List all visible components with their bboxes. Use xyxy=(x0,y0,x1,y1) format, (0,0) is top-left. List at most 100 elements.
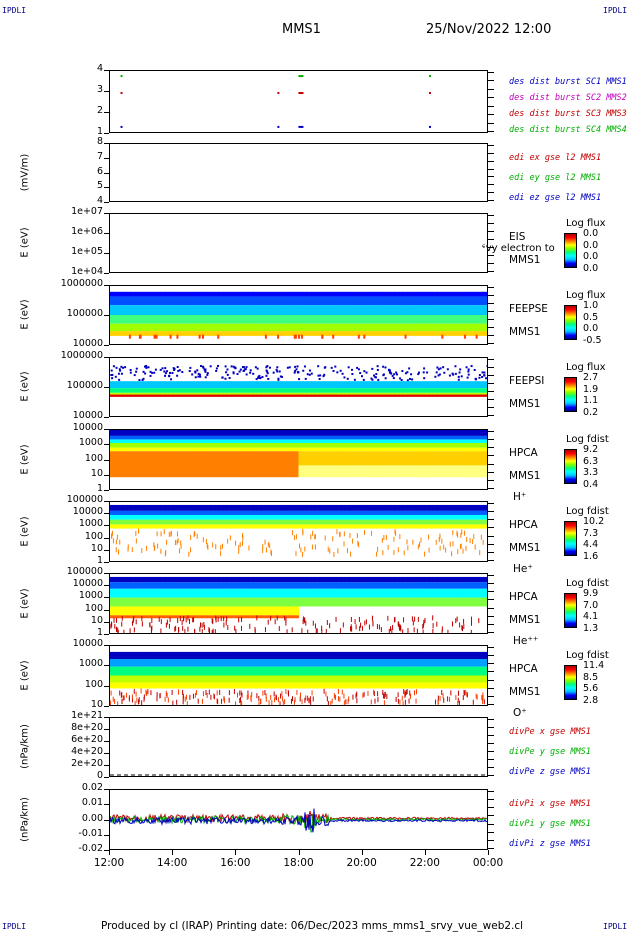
heatmap-cell xyxy=(114,588,119,598)
heatmap-cell xyxy=(264,315,270,324)
heatmap-cell xyxy=(344,576,350,583)
heatmap-cell xyxy=(117,627,119,633)
heatmap-cell xyxy=(168,682,174,689)
heatmap-cell xyxy=(478,666,484,676)
heatmap-cell xyxy=(415,682,421,689)
heatmap-cell xyxy=(143,651,149,659)
heatmap-cell xyxy=(214,435,220,440)
heatmap-cell xyxy=(419,465,425,478)
heatmap-cell xyxy=(156,510,161,515)
heatmap-cell xyxy=(227,524,233,529)
heatmap-cell xyxy=(403,296,409,306)
heatmap-cell xyxy=(160,576,166,583)
heatmap-cell xyxy=(143,305,149,315)
heatmap-cell xyxy=(344,597,350,607)
heatmap-cell xyxy=(114,381,119,389)
heatmap-cell xyxy=(214,629,216,633)
heatmap-cell xyxy=(252,435,258,440)
heatmap-cell xyxy=(281,651,287,659)
heatmap-cell xyxy=(193,323,199,332)
legend-entry: divPi z gse MMS1 xyxy=(509,839,591,849)
heatmap-cell xyxy=(202,435,207,440)
heatmap-cell xyxy=(160,597,166,607)
colorbar-value: 7.0 xyxy=(583,599,599,611)
heatmap-cell xyxy=(248,651,254,659)
heatmap-cell xyxy=(300,334,303,339)
heatmap-cell xyxy=(147,504,153,511)
heatmap-cell xyxy=(118,315,124,324)
heatmap-cell xyxy=(281,504,287,511)
heatmap-cell xyxy=(357,331,362,336)
heatmap-cell xyxy=(126,442,132,448)
heatmap-cell xyxy=(210,504,216,511)
heatmap-cell xyxy=(185,582,191,589)
heatmap-cell xyxy=(348,576,354,583)
heatmap-cell xyxy=(461,675,467,683)
heatmap-cell xyxy=(197,435,203,440)
heatmap-cell xyxy=(185,451,191,478)
heatmap-cell xyxy=(424,514,429,520)
heatmap-cell xyxy=(156,291,161,297)
heatmap-cell xyxy=(172,519,178,525)
heatmap-cell xyxy=(332,388,337,393)
heatmap-cell xyxy=(302,588,308,598)
heatmap-cell xyxy=(344,510,350,515)
heatmap-cell xyxy=(248,392,254,395)
heatmap-cell xyxy=(227,510,233,515)
heatmap-cell xyxy=(189,392,195,395)
y-tick-mark xyxy=(104,819,109,821)
heatmap-cell xyxy=(164,439,170,443)
heatmap-cell xyxy=(264,392,270,395)
heatmap-cell xyxy=(323,682,329,689)
heatmap-cell xyxy=(244,582,249,589)
heatmap-cell xyxy=(285,588,291,598)
heatmap-cell xyxy=(424,439,429,443)
heatmap-cell xyxy=(281,597,287,607)
heatmap-cell xyxy=(218,451,224,478)
heatmap-cell xyxy=(214,305,220,315)
heatmap-cell xyxy=(123,629,125,633)
footer-text: Produced by cl (IRAP) Printing date: 06/… xyxy=(101,920,524,932)
right-tick-mark xyxy=(488,647,494,648)
heatmap-cell xyxy=(227,658,233,667)
heatmap-cell xyxy=(440,323,446,332)
heatmap-cell xyxy=(403,392,409,395)
heatmap-cell xyxy=(256,296,262,306)
heatmap-cell xyxy=(223,331,228,336)
heatmap-cell xyxy=(210,430,216,436)
heatmap-cell xyxy=(449,588,455,598)
heatmap-cell xyxy=(482,510,487,515)
heatmap-cell xyxy=(235,701,237,705)
heatmap-cell xyxy=(365,296,371,306)
heatmap-cell xyxy=(352,675,358,683)
heatmap-cell xyxy=(394,439,400,443)
heatmap-cell xyxy=(373,597,379,607)
heatmap-cell xyxy=(399,699,401,705)
heatmap-cell xyxy=(332,442,337,448)
heatmap-cell xyxy=(194,530,196,536)
heatmap-cell xyxy=(277,388,283,393)
y-tick-mark xyxy=(104,172,109,174)
right-tick-mark xyxy=(488,623,494,625)
heatmap-cell xyxy=(218,447,224,452)
heatmap-cell xyxy=(302,666,308,676)
heatmap-cell xyxy=(239,682,245,689)
heatmap-cell xyxy=(122,388,128,393)
heatmap-cell xyxy=(189,597,195,607)
heatmap-cell xyxy=(245,373,248,376)
heatmap-cell xyxy=(114,682,119,689)
heatmap-cell xyxy=(373,435,379,440)
heatmap-cell xyxy=(164,519,170,525)
heatmap-cell xyxy=(482,447,487,452)
heatmap-cell xyxy=(164,696,166,702)
heatmap-cell xyxy=(312,620,314,626)
heatmap-cell xyxy=(248,514,254,520)
heatmap-cell xyxy=(156,651,161,659)
y-tick-mark xyxy=(104,562,109,563)
heatmap-cell xyxy=(364,620,366,626)
heatmap-cell xyxy=(185,305,191,315)
heatmap-cell xyxy=(461,442,467,448)
heatmap-cell xyxy=(439,695,441,701)
heatmap-cell xyxy=(281,442,287,448)
heatmap-cell xyxy=(143,392,149,395)
